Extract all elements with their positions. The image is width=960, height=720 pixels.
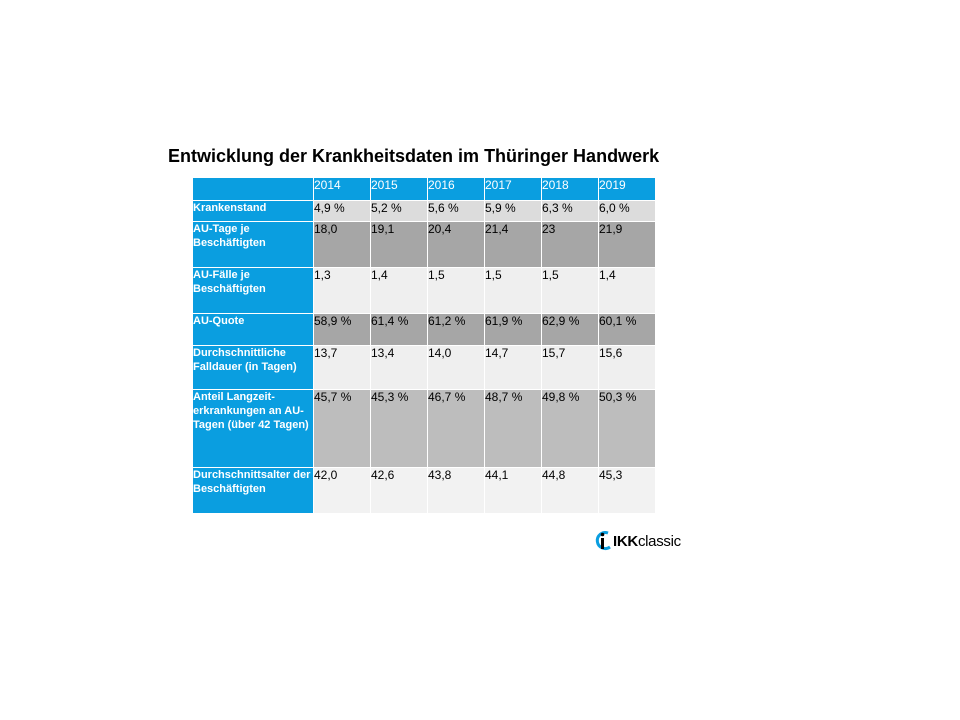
table-cell: 20,4 bbox=[427, 221, 485, 268]
year-header: 2015 bbox=[370, 177, 428, 201]
table-cell: 42,6 bbox=[370, 467, 428, 514]
table-cell: 14,7 bbox=[484, 345, 542, 390]
table-cell: 1,4 bbox=[598, 267, 656, 314]
row-label: Anteil Langzeit-erkrankungen an AU-Tagen… bbox=[192, 389, 314, 468]
ikk-classic-logo: IKKclassic bbox=[594, 529, 681, 555]
table-cell: 1,3 bbox=[313, 267, 371, 314]
table-cell: 6,0 % bbox=[598, 200, 656, 222]
row-label: AU-Tage je Beschäftigten bbox=[192, 221, 314, 268]
table-cell: 14,0 bbox=[427, 345, 485, 390]
logo-brand: IKK bbox=[613, 533, 638, 550]
table-row: Durchschnittsalter der Beschäftigten 42,… bbox=[192, 467, 656, 514]
table-cell: 5,9 % bbox=[484, 200, 542, 222]
table-cell: 48,7 % bbox=[484, 389, 542, 468]
table-cell: 5,6 % bbox=[427, 200, 485, 222]
table-cell: 62,9 % bbox=[541, 313, 599, 346]
row-label: AU-Fälle je Beschäftigten bbox=[192, 267, 314, 314]
table-cell: 42,0 bbox=[313, 467, 371, 514]
table-cell: 1,5 bbox=[427, 267, 485, 314]
table-cell: 15,7 bbox=[541, 345, 599, 390]
header-corner-cell bbox=[192, 177, 314, 201]
row-label: Krankenstand bbox=[192, 200, 314, 222]
page-title: Entwicklung der Krankheitsdaten im Thüri… bbox=[168, 146, 660, 166]
year-header: 2017 bbox=[484, 177, 542, 201]
table-cell: 50,3 % bbox=[598, 389, 656, 468]
table-cell: 45,7 % bbox=[313, 389, 371, 468]
table-cell: 43,8 bbox=[427, 467, 485, 514]
table-cell: 13,7 bbox=[313, 345, 371, 390]
table-cell: 5,2 % bbox=[370, 200, 428, 222]
year-header: 2014 bbox=[313, 177, 371, 201]
table-cell: 58,9 % bbox=[313, 313, 371, 346]
table-cell: 1,5 bbox=[484, 267, 542, 314]
krankheitsdaten-table: 2014 2015 2016 2017 2018 2019 Krankensta… bbox=[192, 177, 656, 514]
table-cell: 13,4 bbox=[370, 345, 428, 390]
table-cell: 1,4 bbox=[370, 267, 428, 314]
table-cell: 61,4 % bbox=[370, 313, 428, 346]
table-cell: 45,3 % bbox=[370, 389, 428, 468]
logo-text: IKKclassic bbox=[613, 533, 681, 550]
table-cell: 21,4 bbox=[484, 221, 542, 268]
year-header: 2016 bbox=[427, 177, 485, 201]
table-cell: 6,3 % bbox=[541, 200, 599, 222]
table-cell: 21,9 bbox=[598, 221, 656, 268]
table-cell: 46,7 % bbox=[427, 389, 485, 468]
table-cell: 19,1 bbox=[370, 221, 428, 268]
table-cell: 44,1 bbox=[484, 467, 542, 514]
table-row: AU-Fälle je Beschäftigten 1,3 1,4 1,5 1,… bbox=[192, 267, 656, 314]
row-label: Durchschnittliche Falldauer (in Tagen) bbox=[192, 345, 314, 390]
table-row: Krankenstand 4,9 % 5,2 % 5,6 % 5,9 % 6,3… bbox=[192, 200, 656, 222]
table-cell: 44,8 bbox=[541, 467, 599, 514]
table-cell: 1,5 bbox=[541, 267, 599, 314]
year-header: 2018 bbox=[541, 177, 599, 201]
table-cell: 15,6 bbox=[598, 345, 656, 390]
ikk-swoosh-icon bbox=[595, 531, 611, 551]
row-label: Durchschnittsalter der Beschäftigten bbox=[192, 467, 314, 514]
year-header: 2019 bbox=[598, 177, 656, 201]
table-row: AU-Tage je Beschäftigten 18,0 19,1 20,4 … bbox=[192, 221, 656, 268]
row-label: AU-Quote bbox=[192, 313, 314, 346]
table-cell: 4,9 % bbox=[313, 200, 371, 222]
table-header-row: 2014 2015 2016 2017 2018 2019 bbox=[192, 177, 656, 201]
table-cell: 61,2 % bbox=[427, 313, 485, 346]
table-cell: 61,9 % bbox=[484, 313, 542, 346]
table-row: Anteil Langzeit-erkrankungen an AU-Tagen… bbox=[192, 389, 656, 468]
logo-suffix: classic bbox=[637, 533, 681, 550]
table-row: Durchschnittliche Falldauer (in Tagen) 1… bbox=[192, 345, 656, 390]
table-cell: 49,8 % bbox=[541, 389, 599, 468]
table-cell: 23 bbox=[541, 221, 599, 268]
table-cell: 18,0 bbox=[313, 221, 371, 268]
table-cell: 45,3 bbox=[598, 467, 656, 514]
table-cell: 60,1 % bbox=[598, 313, 656, 346]
table-row: AU-Quote 58,9 % 61,4 % 61,2 % 61,9 % 62,… bbox=[192, 313, 656, 346]
